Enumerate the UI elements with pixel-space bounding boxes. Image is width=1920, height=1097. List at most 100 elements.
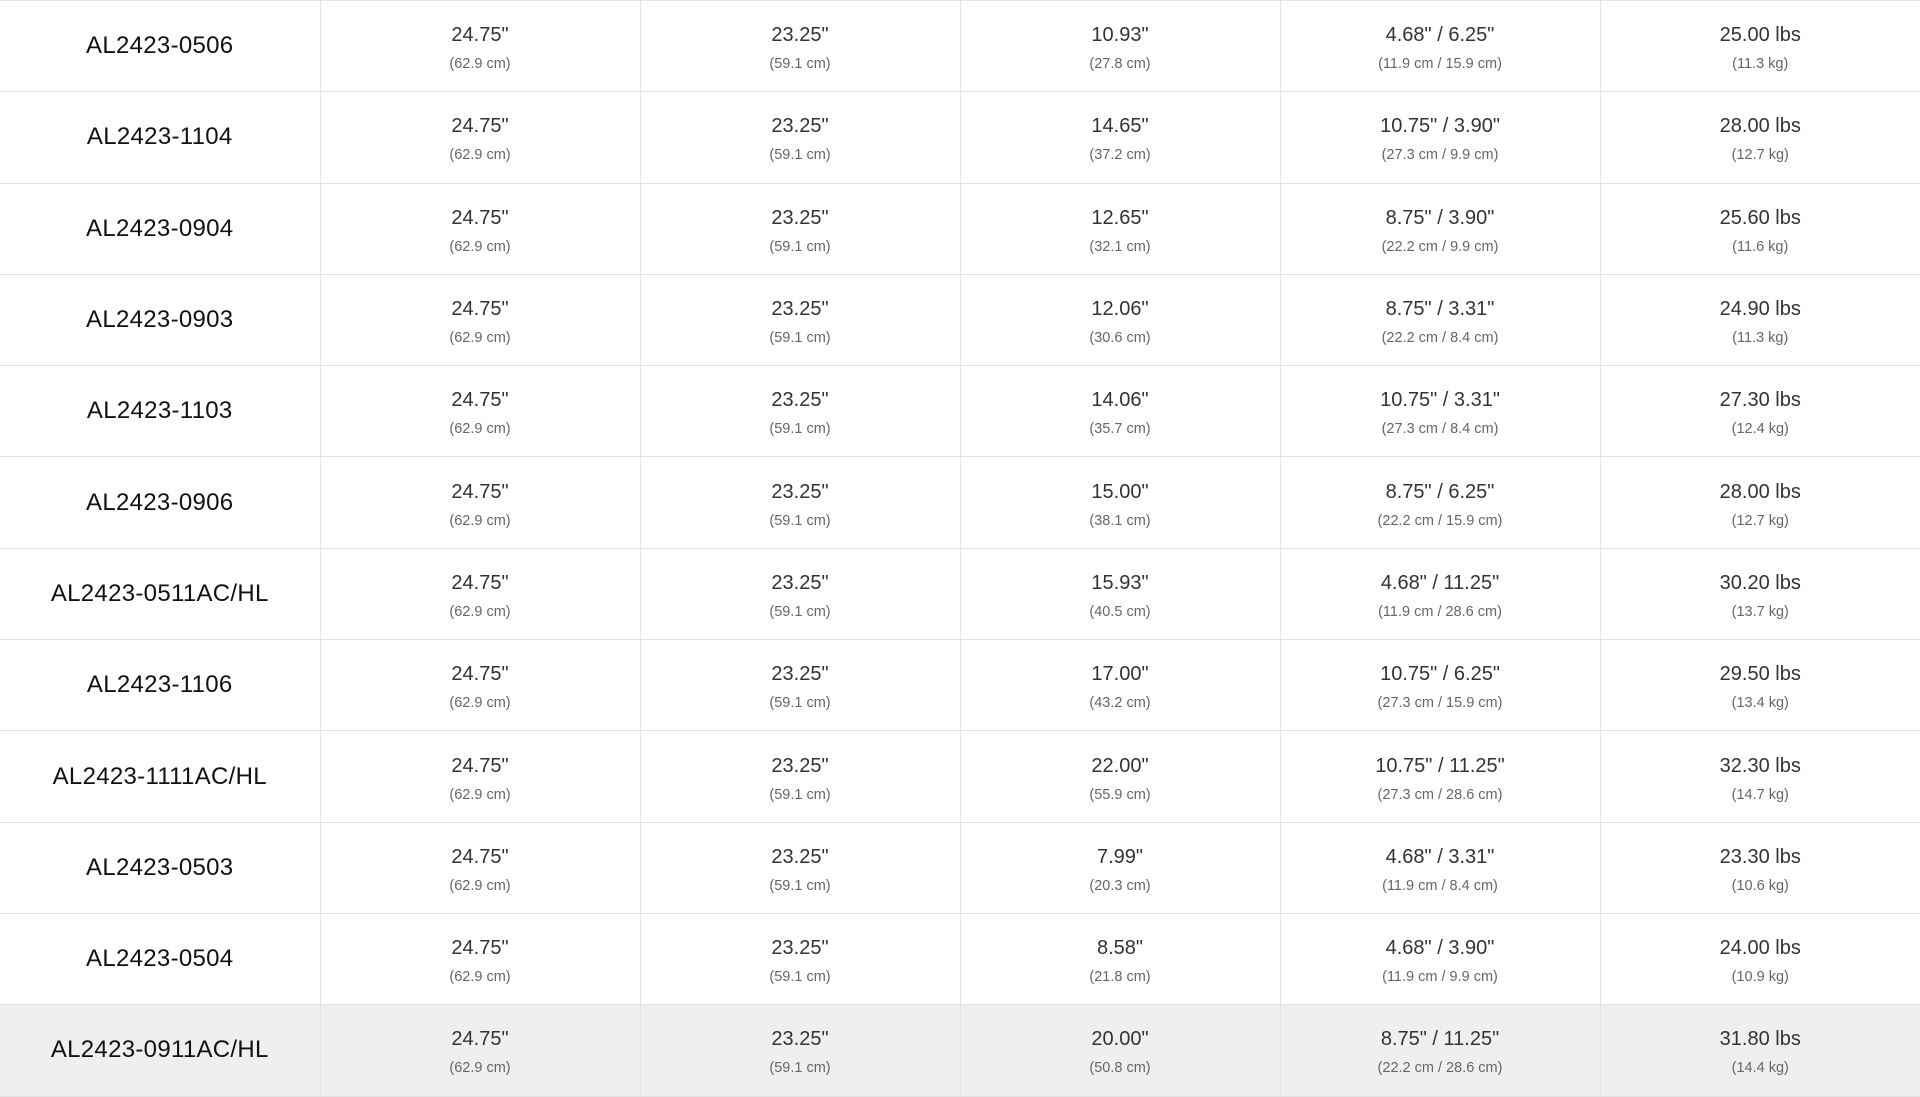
- opening-metric: (22.2 cm / 28.6 cm): [1281, 1060, 1600, 1076]
- opening-metric: (11.9 cm / 8.4 cm): [1281, 878, 1600, 894]
- depth-metric: (59.1 cm): [641, 1060, 960, 1076]
- width-metric: (62.9 cm): [321, 695, 640, 711]
- depth-cell: 23.25"(59.1 cm): [640, 274, 960, 365]
- height-imperial: 7.99": [961, 846, 1280, 869]
- weight-cell: 25.60 lbs(11.6 kg): [1600, 183, 1920, 274]
- weight-imperial: 28.00 lbs: [1601, 115, 1920, 138]
- height-imperial: 22.00": [961, 755, 1280, 778]
- height-cell: 20.00"(50.8 cm): [960, 1005, 1280, 1096]
- height-metric: (37.2 cm): [961, 147, 1280, 163]
- weight-metric: (12.7 kg): [1601, 513, 1920, 529]
- height-cell: 14.65"(37.2 cm): [960, 92, 1280, 183]
- height-imperial: 15.00": [961, 481, 1280, 504]
- opening-cell: 10.75" / 3.31"(27.3 cm / 8.4 cm): [1280, 366, 1600, 457]
- model-number: AL2423-1104: [87, 123, 233, 150]
- width-metric: (62.9 cm): [321, 787, 640, 803]
- width-cell: 24.75"(62.9 cm): [320, 822, 640, 913]
- model-cell: AL2423-0511AC/HL: [0, 548, 320, 639]
- depth-metric: (59.1 cm): [641, 695, 960, 711]
- opening-imperial: 8.75" / 3.90": [1281, 207, 1600, 230]
- width-imperial: 24.75": [321, 572, 640, 595]
- opening-metric: (11.9 cm / 15.9 cm): [1281, 56, 1600, 72]
- table-row[interactable]: AL2423-1111AC/HL 24.75"(62.9 cm)23.25" (59…: [0, 731, 1920, 822]
- depth-cell: 23.25"(59.1 cm): [640, 548, 960, 639]
- weight-imperial: 29.50 lbs: [1601, 663, 1920, 686]
- width-cell: 24.75"(62.9 cm): [320, 366, 640, 457]
- width-metric: (62.9 cm): [321, 421, 640, 437]
- depth-imperial: 23.25": [641, 24, 960, 47]
- width-metric: (62.9 cm): [321, 1060, 640, 1076]
- weight-metric: (10.6 kg): [1601, 878, 1920, 894]
- width-cell: 24.75"(62.9 cm): [320, 1005, 640, 1096]
- width-cell: 24.75"(62.9 cm): [320, 913, 640, 1004]
- depth-imperial: 23.25": [641, 755, 960, 778]
- opening-imperial: 10.75" / 11.25": [1281, 755, 1600, 778]
- opening-metric: (27.3 cm / 15.9 cm): [1281, 695, 1600, 711]
- opening-metric: (11.9 cm / 9.9 cm): [1281, 969, 1600, 985]
- model-cell: AL2423-0911AC/HL: [0, 1005, 320, 1096]
- model-cell: AL2423-1111AC/HL: [0, 731, 320, 822]
- width-imperial: 24.75": [321, 481, 640, 504]
- depth-metric: (59.1 cm): [641, 330, 960, 346]
- height-cell: 14.06"(35.7 cm): [960, 366, 1280, 457]
- width-metric: (62.9 cm): [321, 604, 640, 620]
- model-number: AL2423-0511AC/HL: [51, 580, 269, 607]
- height-cell: 12.06"(30.6 cm): [960, 274, 1280, 365]
- height-imperial: 20.00": [961, 1028, 1280, 1051]
- width-metric: (62.9 cm): [321, 878, 640, 894]
- depth-cell: 23.25" (59.1 cm): [640, 731, 960, 822]
- height-metric: (55.9 cm): [961, 787, 1280, 803]
- weight-metric: (10.9 kg): [1601, 969, 1920, 985]
- depth-metric: (59.1 cm): [641, 604, 960, 620]
- opening-imperial: 4.68" / 6.25": [1281, 24, 1600, 47]
- height-cell: 12.65"(32.1 cm): [960, 183, 1280, 274]
- weight-imperial: 24.00 lbs: [1601, 937, 1920, 960]
- opening-metric: (27.3 cm / 9.9 cm): [1281, 147, 1600, 163]
- weight-imperial: 25.00 lbs: [1601, 24, 1920, 47]
- height-imperial: 8.58": [961, 937, 1280, 960]
- opening-cell: 4.68" / 3.90"(11.9 cm / 9.9 cm): [1280, 913, 1600, 1004]
- depth-cell: 23.25"(59.1 cm): [640, 822, 960, 913]
- model-number: AL2423-1111AC/HL: [53, 763, 267, 790]
- depth-imperial: 23.25": [641, 937, 960, 960]
- height-metric: (38.1 cm): [961, 513, 1280, 529]
- table-row[interactable]: AL2423-0511AC/HL 24.75" (62.9 cm)23.25"(59…: [0, 548, 1920, 639]
- width-metric: (62.9 cm): [321, 969, 640, 985]
- opening-cell: 4.68" / 11.25"(11.9 cm / 28.6 cm): [1280, 548, 1600, 639]
- depth-metric: (59.1 cm): [641, 969, 960, 985]
- opening-cell: 8.75" / 3.90"(22.2 cm / 9.9 cm): [1280, 183, 1600, 274]
- weight-imperial: 31.80 lbs: [1601, 1028, 1920, 1051]
- width-cell: 24.75"(62.9 cm): [320, 274, 640, 365]
- opening-metric: (22.2 cm / 15.9 cm): [1281, 513, 1600, 529]
- weight-imperial: 23.30 lbs: [1601, 846, 1920, 869]
- weight-metric: (14.7 kg): [1601, 787, 1920, 803]
- weight-cell: 27.30 lbs(12.4 kg): [1600, 366, 1920, 457]
- depth-cell: 23.25"(59.1 cm): [640, 457, 960, 548]
- height-cell: 15.93"(40.5 cm): [960, 548, 1280, 639]
- width-cell: 24.75"(62.9 cm): [320, 731, 640, 822]
- width-metric: (62.9 cm): [321, 147, 640, 163]
- opening-cell: 8.75" / 6.25"(22.2 cm / 15.9 cm): [1280, 457, 1600, 548]
- height-cell: 17.00"(43.2 cm): [960, 640, 1280, 731]
- width-cell: 24.75"(62.9 cm): [320, 92, 640, 183]
- weight-metric: (14.4 kg): [1601, 1060, 1920, 1076]
- depth-metric: (59.1 cm): [641, 787, 960, 803]
- height-metric: (32.1 cm): [961, 239, 1280, 255]
- weight-cell: 29.50 lbs(13.4 kg): [1600, 640, 1920, 731]
- opening-cell: 10.75" / 11.25"(27.3 cm / 28.6 cm): [1280, 731, 1600, 822]
- weight-metric: (12.7 kg): [1601, 147, 1920, 163]
- opening-imperial: 8.75" / 11.25": [1281, 1028, 1600, 1051]
- weight-cell: 24.90 lbs(11.3 kg): [1600, 274, 1920, 365]
